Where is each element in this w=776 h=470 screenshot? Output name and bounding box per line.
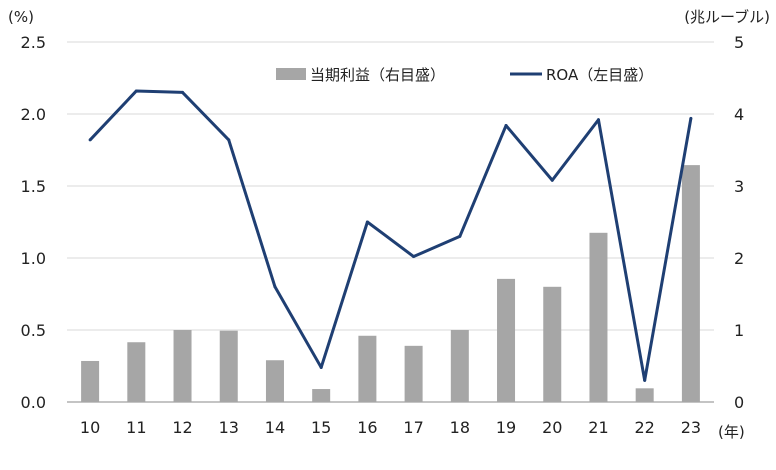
x-tick-label: 19: [496, 418, 516, 437]
x-tick-label: 11: [126, 418, 146, 437]
roa-point: [227, 138, 231, 142]
bar: [265, 360, 284, 402]
right-tick-label: 5: [734, 33, 744, 52]
bar: [312, 389, 331, 402]
left-tick-label: 0.0: [21, 393, 46, 412]
right-tick-label: 2: [734, 249, 744, 268]
roa-point: [643, 378, 647, 382]
left-tick-label: 2.0: [21, 105, 46, 124]
bar: [219, 330, 238, 402]
left-tick-label: 1.5: [21, 177, 46, 196]
bar: [173, 330, 192, 402]
left-tick-label: 0.5: [21, 321, 46, 340]
bar: [589, 232, 608, 402]
right-tick-label: 4: [734, 105, 744, 124]
roa-point: [596, 118, 600, 122]
x-tick-label: 10: [80, 418, 100, 437]
left-tick-label: 1.0: [21, 249, 46, 268]
roa-point: [365, 220, 369, 224]
bar: [497, 278, 516, 402]
roa-point: [134, 89, 138, 93]
bar: [404, 345, 423, 402]
legend-label-bar: 当期利益（右目盛）: [310, 66, 445, 84]
roa-point: [273, 285, 277, 289]
bar: [127, 342, 146, 402]
x-axis-label: (年): [718, 423, 745, 441]
roa-point: [504, 124, 508, 128]
bar: [450, 330, 469, 402]
x-tick-label: 14: [265, 418, 285, 437]
x-tick-label: 22: [634, 418, 654, 437]
x-tick-label: 23: [681, 418, 701, 437]
legend-swatch-bar: [276, 68, 306, 80]
x-tick-label: 17: [403, 418, 423, 437]
left-tick-label: 2.5: [21, 33, 46, 52]
x-tick-label: 18: [450, 418, 470, 437]
right-tick-label: 1: [734, 321, 744, 340]
bar: [358, 335, 377, 402]
roa-line: [89, 89, 693, 382]
x-tick-label: 12: [172, 418, 192, 437]
left-axis-unit: (%): [8, 8, 34, 26]
x-tick-label: 16: [357, 418, 377, 437]
bar: [81, 360, 100, 402]
bar: [543, 286, 562, 402]
right-tick-label: 3: [734, 177, 744, 196]
roa-point: [458, 234, 462, 238]
right-axis-unit: (兆ルーブル): [684, 8, 770, 26]
x-tick-label: 20: [542, 418, 562, 437]
bar: [681, 165, 700, 402]
x-tick-label: 15: [311, 418, 331, 437]
right-tick-label: 0: [734, 393, 744, 412]
roa-point: [319, 365, 323, 369]
legend-label-line: ROA（左目盛）: [546, 66, 653, 84]
roa-point: [88, 138, 92, 142]
roa-point: [550, 178, 554, 182]
x-tick-label: 13: [219, 418, 239, 437]
x-tick-label: 21: [588, 418, 608, 437]
roa-point: [181, 90, 185, 94]
roa-point: [689, 116, 693, 120]
bar: [635, 388, 654, 402]
roa-point: [412, 255, 416, 259]
